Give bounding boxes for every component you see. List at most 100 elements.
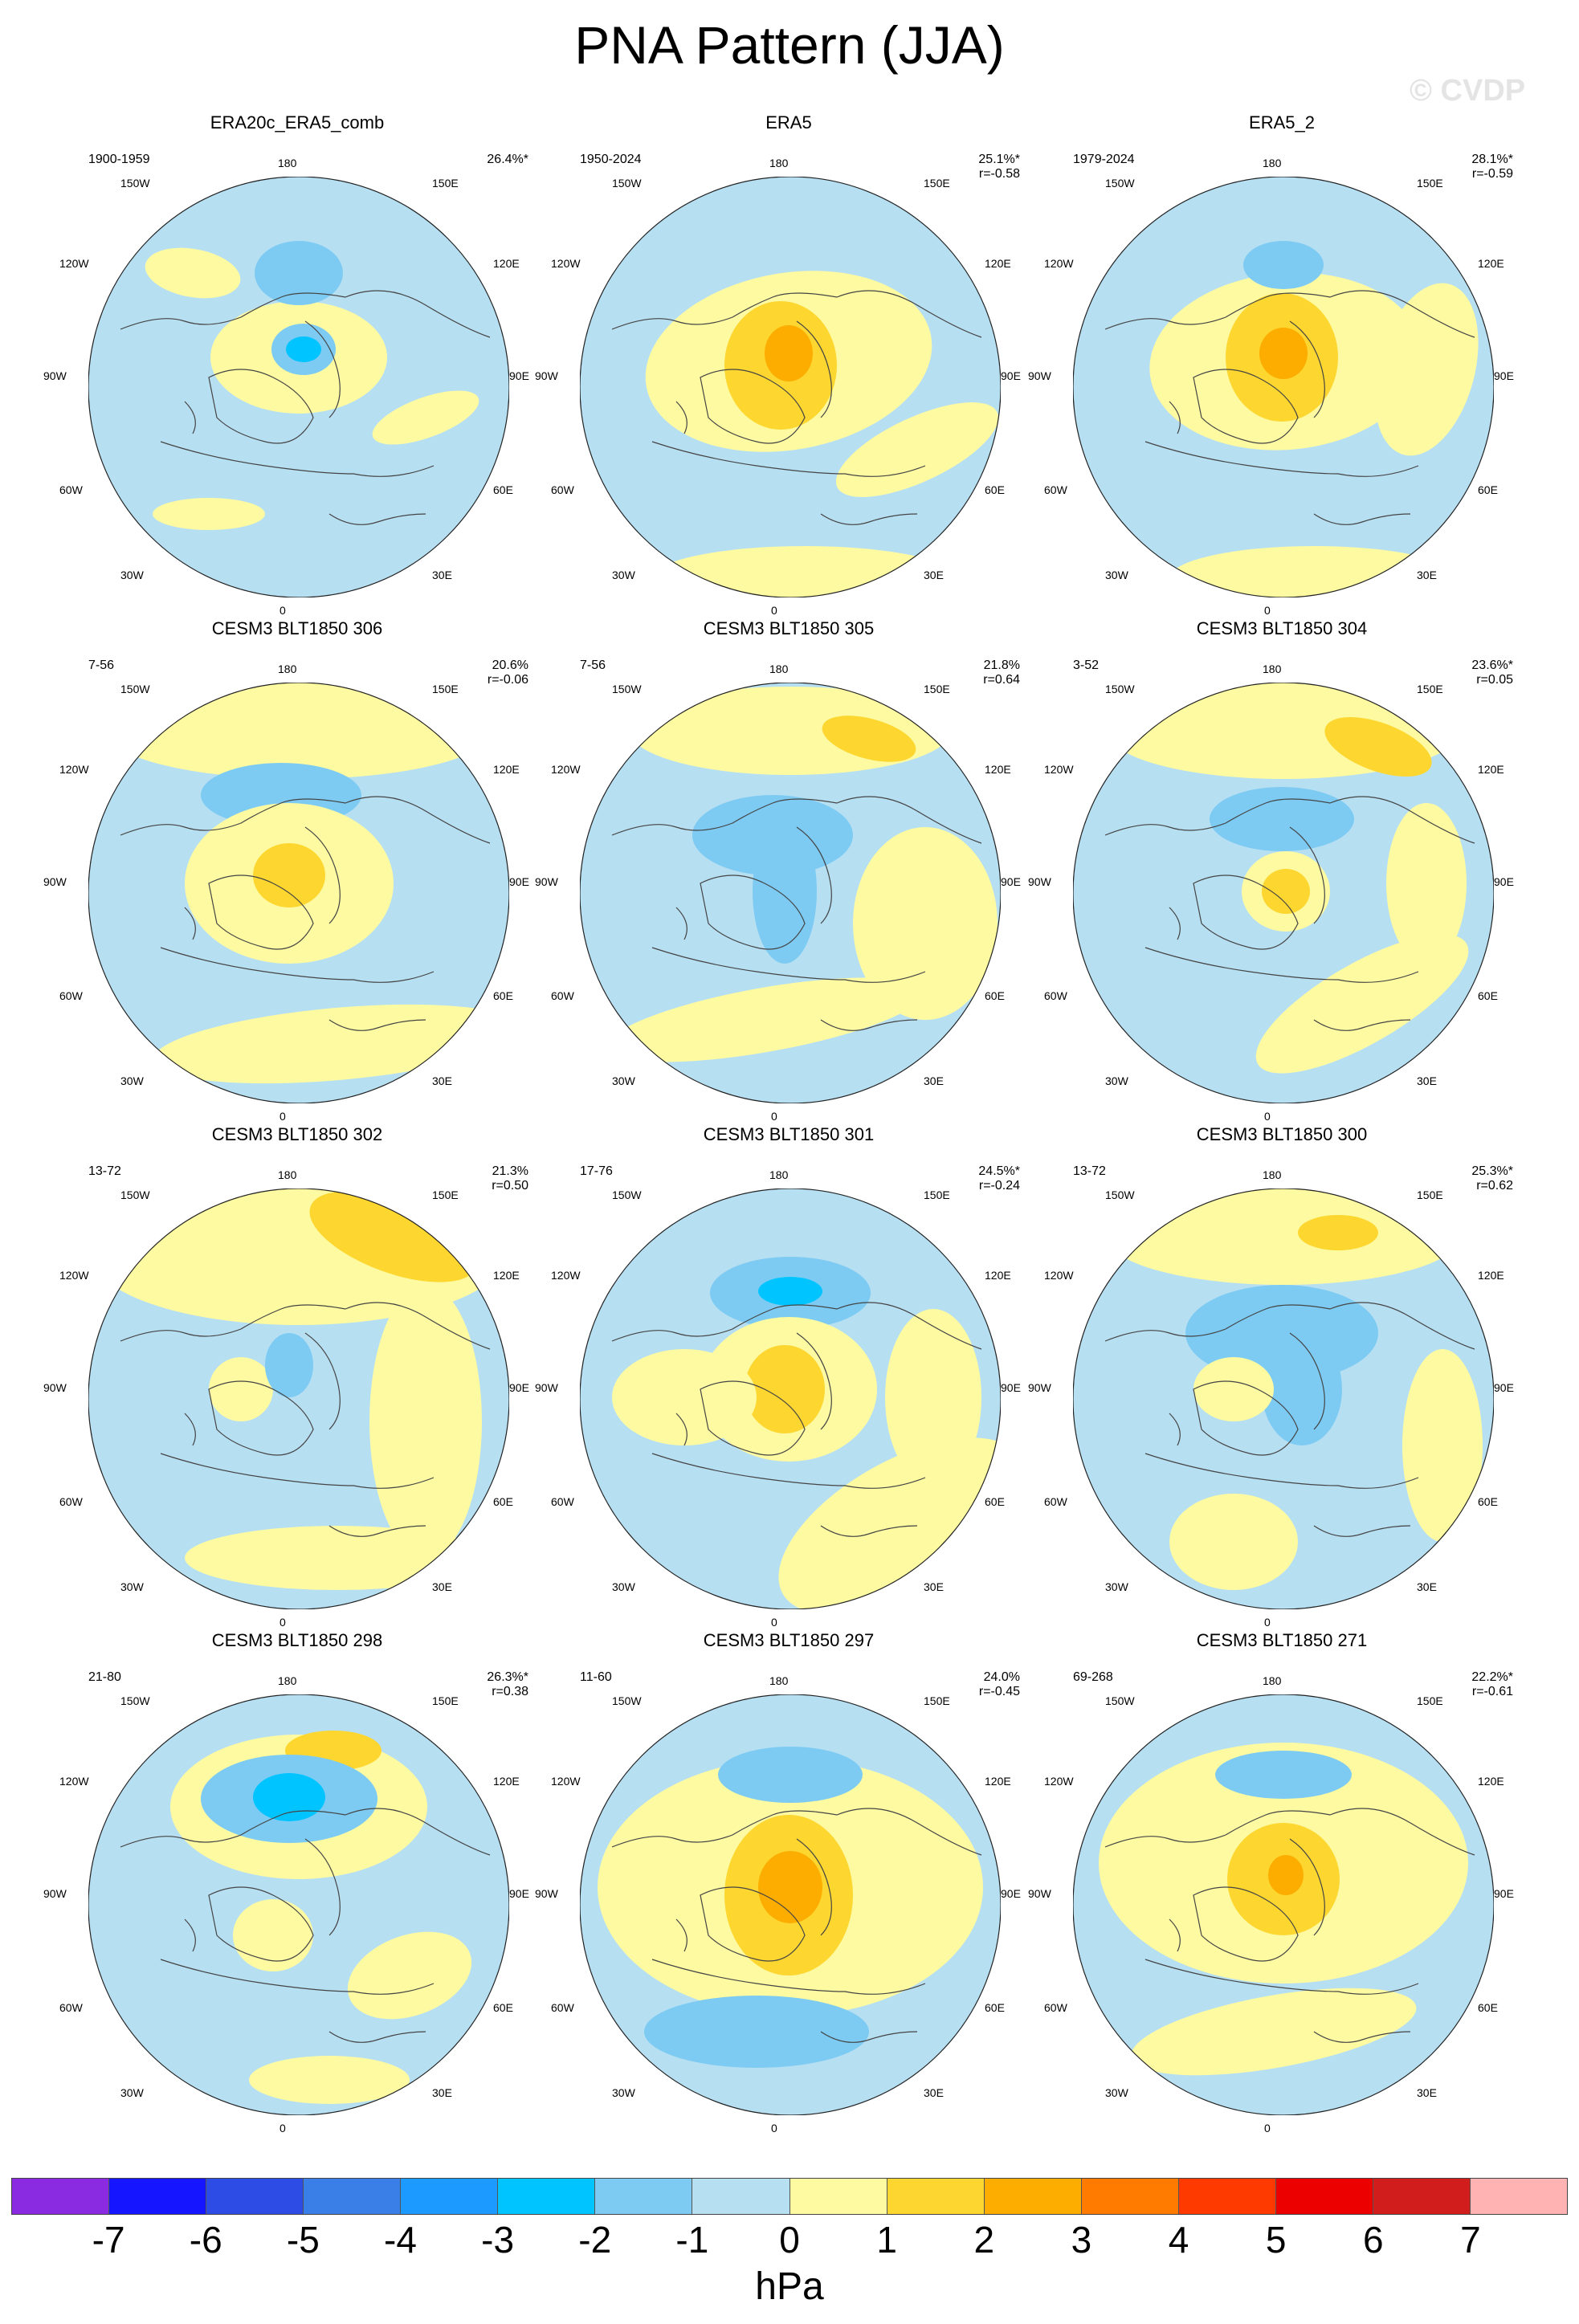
coastline <box>1193 875 1299 950</box>
panel-stats: 20.6% r=-0.06 <box>488 658 528 687</box>
longitude-label: 90E <box>1001 875 1021 888</box>
coastline <box>820 1019 918 1031</box>
colorbar-tick-label: -1 <box>675 2219 709 2261</box>
longitude-label: 90E <box>509 1381 529 1394</box>
pattern-correlation: r=-0.45 <box>978 1685 1020 1698</box>
coastline <box>1104 1302 1475 1350</box>
coastline <box>1104 1808 1475 1856</box>
colorbar-tick-label: -2 <box>578 2219 612 2261</box>
coastline <box>1169 907 1181 940</box>
map-panel: CESM3 BLT1850 302 13-72 21.3% r=0.50 180 0 150… <box>43 1124 546 1630</box>
longitude-label: 150W <box>120 1694 150 1707</box>
longitude-label: 60W <box>59 2001 83 2014</box>
variance-explained: 24.0% <box>983 1670 1020 1684</box>
longitude-label: 180 <box>1263 1168 1282 1181</box>
anomaly-contour <box>249 2056 410 2104</box>
panel-stats: 26.4%* <box>487 153 528 167</box>
anomaly-contour <box>145 247 241 299</box>
longitude-label: 60E <box>493 483 513 496</box>
variance-explained: 24.5%* <box>978 1164 1020 1178</box>
coastline <box>328 513 426 525</box>
panel-stats: 21.8% r=0.64 <box>983 658 1020 687</box>
longitude-label: 150E <box>1417 177 1443 190</box>
coastline <box>796 320 832 418</box>
longitude-label: 30E <box>924 1580 944 1593</box>
anomaly-contour <box>1243 241 1324 289</box>
colorbar-segment <box>1373 2179 1471 2214</box>
panel-stats: 23.6%* r=0.05 <box>1471 658 1513 687</box>
anomaly-contour <box>1215 1751 1352 1799</box>
coastline <box>120 796 491 844</box>
coastline <box>1313 2031 1411 2043</box>
coastline <box>796 1332 832 1430</box>
coastline <box>651 1453 926 1489</box>
longitude-label: 150W <box>612 1694 642 1707</box>
colorbar-segment <box>595 2179 693 2214</box>
variance-explained: 26.4%* <box>487 153 528 166</box>
longitude-label: 90E <box>1001 1381 1021 1394</box>
polar-map <box>580 1189 1001 1609</box>
variance-explained: 20.6% <box>492 658 528 672</box>
longitude-label: 150W <box>1105 1694 1135 1707</box>
variance-explained: 22.2%* <box>1471 1670 1513 1684</box>
polar-map <box>88 683 509 1103</box>
longitude-label: 120E <box>985 763 1011 776</box>
longitude-label: 180 <box>769 157 789 169</box>
longitude-label: 120W <box>59 257 89 270</box>
panel-years: 11-60 <box>580 1670 612 1684</box>
longitude-label: 150E <box>924 1694 950 1707</box>
longitude-label: 30W <box>1105 1580 1128 1593</box>
longitude-label: 60E <box>985 483 1005 496</box>
longitude-label: 90E <box>1494 875 1514 888</box>
anomaly-contour <box>153 498 265 530</box>
pattern-correlation: r=0.62 <box>1476 1179 1513 1193</box>
coastline <box>184 907 196 940</box>
longitude-label: 30E <box>1417 569 1437 581</box>
colorbar-tick-label: -6 <box>189 2219 222 2261</box>
colorbar-tick-label: 6 <box>1362 2219 1384 2261</box>
anomaly-contour <box>1298 1215 1378 1250</box>
longitude-label: 90W <box>43 1381 67 1394</box>
polar-map <box>580 683 1001 1103</box>
longitude-label: 90W <box>1028 1381 1051 1394</box>
longitude-label: 30W <box>120 1074 144 1087</box>
anomaly-contour <box>253 1773 325 1821</box>
longitude-label: 0 <box>771 2122 777 2134</box>
coastline <box>1193 369 1299 444</box>
coastline <box>1289 320 1325 418</box>
coastline <box>1193 1886 1299 1962</box>
colorbar-segment <box>109 2179 207 2214</box>
longitude-label: 90W <box>535 1381 558 1394</box>
longitude-label: 60E <box>1478 1495 1498 1508</box>
colorbar <box>11 2178 1568 2215</box>
longitude-label: 150E <box>1417 683 1443 695</box>
colorbar-tick-label: 2 <box>973 2219 995 2261</box>
cvdp-watermark: © CVDP <box>1410 74 1526 108</box>
longitude-label: 150W <box>1105 177 1135 190</box>
panel-years: 3-52 <box>1073 658 1100 672</box>
colorbar-segment <box>1081 2179 1179 2214</box>
longitude-label: 150W <box>1105 1189 1135 1201</box>
pattern-correlation: r=-0.61 <box>1471 1685 1513 1698</box>
polar-map <box>580 177 1001 597</box>
pattern-correlation: r=-0.24 <box>978 1179 1020 1193</box>
coastline <box>328 1525 426 1537</box>
anomaly-contour <box>309 1191 478 1282</box>
longitude-label: 120W <box>551 1269 581 1282</box>
pattern-correlation: r=0.05 <box>1476 673 1513 687</box>
longitude-label: 60W <box>551 989 574 1002</box>
longitude-label: 150W <box>120 1189 150 1201</box>
coastline <box>184 1413 196 1446</box>
longitude-label: 120E <box>985 1269 1011 1282</box>
longitude-label: 150W <box>120 177 150 190</box>
anomaly-contour <box>606 977 924 1062</box>
anomaly-contour <box>1259 328 1308 379</box>
longitude-label: 150W <box>120 683 150 695</box>
longitude-label: 180 <box>278 157 297 169</box>
colorbar-tick-label: 5 <box>1265 2219 1287 2261</box>
coastline <box>611 796 982 844</box>
longitude-label: 90W <box>43 1887 67 1900</box>
longitude-label: 120W <box>551 257 581 270</box>
longitude-label: 90E <box>509 1887 529 1900</box>
coastline <box>208 875 314 950</box>
